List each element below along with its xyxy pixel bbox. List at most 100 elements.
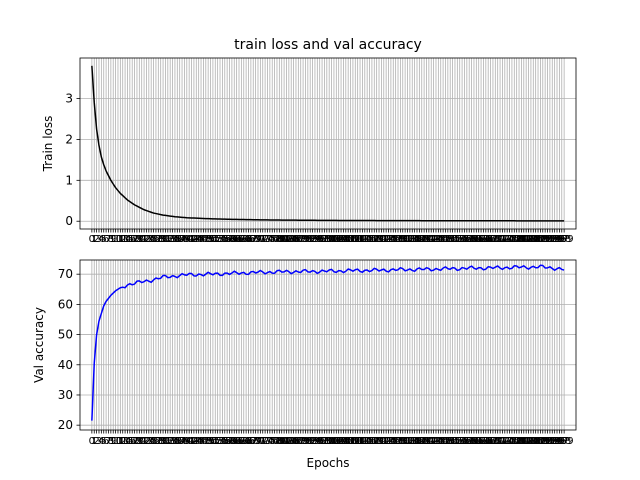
x-tick-label: 68 [247, 436, 260, 447]
x-tick-label: 189 [531, 436, 550, 447]
x-tick-label: 47 [197, 436, 210, 447]
x-tick-label: 23 [140, 234, 153, 245]
x-tick-label: 90 [299, 436, 312, 447]
x-tick-label: 89 [297, 234, 310, 245]
x-tick-label: 9 [110, 234, 116, 245]
x-tick-label: 119 [365, 234, 384, 245]
x-tick-label: 180 [509, 234, 528, 245]
x-tick-label: 141 [417, 234, 436, 245]
x-tick-label: 1 [91, 436, 97, 447]
train-loss-line [91, 65, 565, 222]
x-tick-label: 83 [282, 436, 295, 447]
x-tick-label: 21 [135, 234, 148, 245]
x-tick-label: 77 [268, 234, 281, 245]
x-tick-label: 2 [93, 234, 99, 245]
x-tick-label: 38 [176, 436, 189, 447]
x-tick-label: 3 [96, 234, 102, 245]
x-tick-label: 63 [235, 436, 248, 447]
x-tick-label: 133 [398, 436, 417, 447]
x-tick-label: 160 [462, 234, 481, 245]
x-tick-label: 104 [329, 436, 348, 447]
x-tick-label: 47 [197, 234, 210, 245]
x-tick-label: 30 [157, 234, 170, 245]
x-tick-label: 161 [464, 436, 483, 447]
x-tick-label: 104 [329, 234, 348, 245]
x-tick-label: 6 [103, 436, 109, 447]
x-tick-label: 15 [121, 436, 134, 447]
x-tick-label: 55 [216, 234, 229, 245]
x-tick-label: 171 [488, 436, 507, 447]
x-tick-label: 75 [263, 436, 276, 447]
x-tick-label: 31 [159, 436, 172, 447]
x-tick-label: 127 [384, 436, 403, 447]
x-tick-label: 123 [374, 436, 393, 447]
x-tick-label: 101 [322, 436, 341, 447]
x-tick-label: 143 [422, 436, 441, 447]
x-tick-label: 72 [256, 234, 269, 245]
x-tick-label: 105 [332, 436, 351, 447]
x-tick-label: 59 [226, 436, 239, 447]
x-tick-label: 22 [138, 234, 151, 245]
x-tick-label: 21 [135, 436, 148, 447]
x-tick-label: 79 [273, 436, 286, 447]
x-tick-label: 87 [292, 234, 305, 245]
x-tick-label: 83 [282, 234, 295, 245]
x-tick-label: 96 [313, 436, 326, 447]
y-tick-label: 20 [58, 418, 73, 432]
x-tick-label: 178 [505, 234, 524, 245]
x-tick-label: 174 [495, 234, 514, 245]
x-tick-label: 51 [207, 436, 220, 447]
x-tick-label: 117 [360, 436, 379, 447]
x-tick-label: 95 [311, 436, 324, 447]
x-tick-label: 8 [108, 436, 114, 447]
x-tick-label: 56 [218, 436, 231, 447]
x-tick-label: 52 [209, 234, 222, 245]
x-tick-label: 102 [324, 436, 343, 447]
x-tick-label: 155 [450, 436, 469, 447]
x-tick-label: 146 [429, 234, 448, 245]
x-tick-label: 195 [545, 436, 564, 447]
x-tick-label: 12 [114, 234, 127, 245]
x-tick-label: 199 [555, 234, 574, 245]
x-tick-label: 40 [180, 436, 193, 447]
x-tick-label: 153 [445, 234, 464, 245]
x-tick-label: 135 [403, 436, 422, 447]
x-tick-label: 0 [89, 436, 95, 447]
x-tick-label: 137 [407, 436, 426, 447]
x-tick-label: 49 [202, 436, 215, 447]
x-tick-label: 64 [237, 234, 250, 245]
x-tick-label: 70 [252, 234, 265, 245]
x-tick-label: 197 [550, 436, 569, 447]
x-tick-label: 140 [415, 436, 434, 447]
x-tick-label: 162 [467, 436, 486, 447]
x-tick-label: 151 [441, 234, 460, 245]
x-tick-label: 74 [261, 234, 274, 245]
x-tick-label: 106 [334, 234, 353, 245]
x-tick-label: 87 [292, 436, 305, 447]
x-tick-label: 19 [131, 234, 144, 245]
x-tick-label: 126 [381, 436, 400, 447]
x-tick-label: 33 [164, 436, 177, 447]
x-tick-label: 2 [93, 436, 99, 447]
y-tick-label: 2 [65, 132, 73, 146]
x-tick-label: 127 [384, 234, 403, 245]
y-tick-label: 40 [58, 358, 73, 372]
x-tick-label: 61 [230, 436, 243, 447]
x-tick-label: 168 [481, 436, 500, 447]
x-tick-label: 7 [105, 436, 111, 447]
x-tick-label: 111 [346, 436, 365, 447]
x-tick-label: 110 [343, 436, 362, 447]
x-tick-label: 81 [278, 234, 291, 245]
x-tick-label: 194 [543, 436, 562, 447]
x-tick-label: 98 [318, 436, 331, 447]
x-tick-label: 185 [521, 436, 540, 447]
x-tick-label: 139 [412, 436, 431, 447]
x-tick-label: 182 [514, 234, 533, 245]
x-tick-label: 174 [495, 436, 514, 447]
x-tick-label: 170 [486, 436, 505, 447]
x-tick-label: 28 [152, 234, 165, 245]
x-tick-label: 152 [443, 234, 462, 245]
x-tick-label: 163 [469, 436, 488, 447]
x-tick-label: 180 [509, 436, 528, 447]
x-tick-label: 23 [140, 436, 153, 447]
